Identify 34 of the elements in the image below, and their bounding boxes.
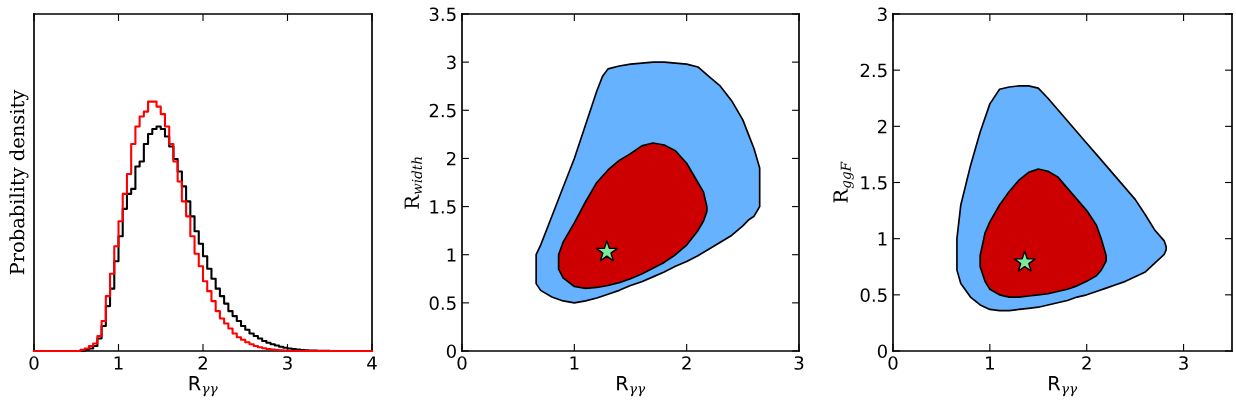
x-tick-label: 3 — [283, 356, 292, 370]
y-tick-label: 1 — [878, 232, 887, 246]
x-tick-label: 2 — [198, 356, 207, 370]
x-tick-label: 2 — [1082, 356, 1091, 370]
x-axis-title: R$_{γγ}$ — [1049, 376, 1078, 397]
y-axis-title: Probability density — [9, 89, 29, 275]
x-tick-label: 2 — [682, 356, 691, 370]
x-tick-label: 1 — [986, 356, 994, 370]
y-tick-label: 0.5 — [429, 296, 456, 310]
x-tick-label: 0 — [457, 356, 467, 370]
x-tick-label: 1 — [114, 356, 123, 370]
y-tick-label: 1 — [447, 248, 456, 262]
y-tick-label: 2 — [446, 151, 456, 166]
y-axis-title: R$_{ggF}$ — [833, 161, 854, 203]
x-tick-label: 0 — [888, 356, 898, 370]
x-axis-title: R$_{γγ}$ — [189, 376, 218, 397]
y-tick-label: 3 — [447, 55, 456, 70]
y-tick-label: 2 — [877, 119, 887, 134]
y-tick-label: 0.5 — [860, 288, 887, 302]
y-tick-label: 1.5 — [430, 200, 456, 214]
y-tick-label: 0 — [446, 344, 456, 359]
x-tick-label: 0 — [29, 356, 39, 370]
x-tick-label: 3 — [794, 356, 804, 370]
x-tick-label: 4 — [367, 356, 377, 370]
x-tick-label: 1 — [570, 356, 579, 370]
y-tick-label: 2.5 — [429, 103, 456, 118]
x-tick-label: 3 — [1179, 356, 1188, 370]
x-axis-title: R$_{γγ}$ — [617, 376, 646, 397]
y-tick-label: 0 — [877, 344, 887, 359]
y-tick-label: 3.5 — [429, 7, 456, 22]
y-tick-label: 1.5 — [861, 176, 887, 190]
y-axis-title: R$_{width}$ — [404, 157, 423, 209]
y-tick-label: 3 — [878, 7, 887, 22]
y-tick-label: 2.5 — [860, 63, 887, 78]
